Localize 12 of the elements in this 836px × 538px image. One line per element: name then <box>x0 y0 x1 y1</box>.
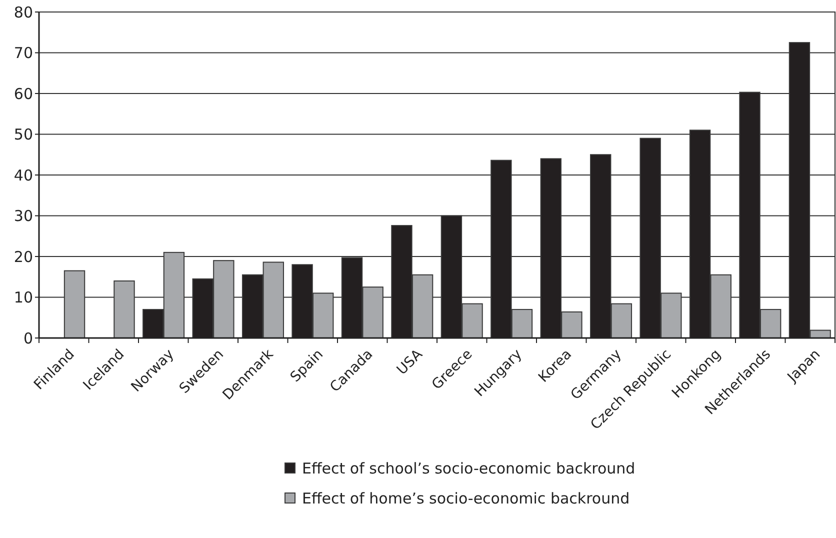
y-tick-label: 0 <box>23 329 33 348</box>
y-tick-label: 40 <box>14 166 33 184</box>
y-tick-label: 20 <box>14 248 33 266</box>
x-tick-label: USA <box>394 346 426 378</box>
y-tick-label: 30 <box>14 207 33 225</box>
y-tick-label: 50 <box>14 126 33 144</box>
legend-label: Effect of home’s socio-economic backround <box>302 489 630 508</box>
y-tick-label: 80 <box>14 3 33 22</box>
legend-label: Effect of school’s socio-economic backround <box>302 459 636 478</box>
y-tick-label: 70 <box>14 44 33 62</box>
y-tick-label: 60 <box>14 84 33 103</box>
y-tick-label: 10 <box>14 288 33 306</box>
